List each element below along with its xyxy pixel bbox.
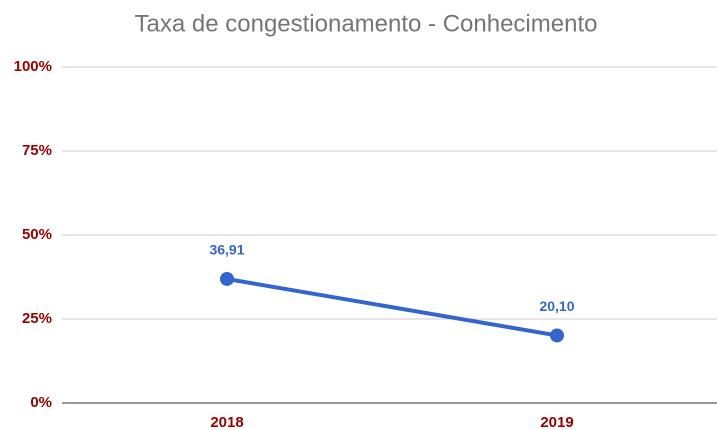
- x-tick-label: 2019: [540, 414, 573, 430]
- chart-title: Taxa de congestionamento - Conhecimento: [135, 10, 598, 37]
- y-tick-label: 25%: [22, 310, 52, 327]
- line: [225, 276, 559, 338]
- data-label: 36,91: [209, 242, 244, 258]
- y-tick-label: 50%: [22, 226, 52, 243]
- y-tick-label: 100%: [14, 58, 52, 75]
- y-tick-label: 0%: [30, 394, 52, 411]
- point: [550, 328, 564, 343]
- data-label: 20,10: [539, 298, 574, 314]
- x-tick-label: 2018: [210, 414, 243, 430]
- point: [220, 271, 234, 286]
- y-tick-label: 75%: [22, 142, 52, 159]
